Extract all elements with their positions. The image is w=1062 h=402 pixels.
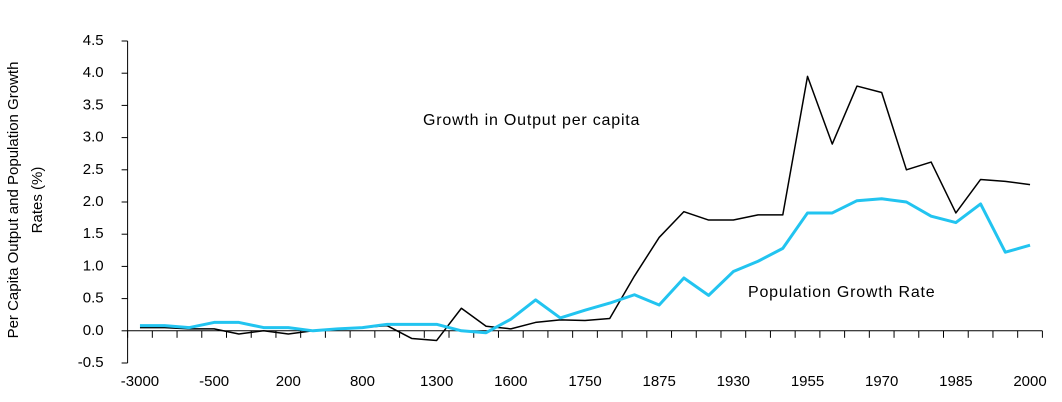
x-tick-label: -500 [199, 373, 229, 390]
y-tick-label: 2.5 [83, 161, 104, 178]
x-tick-label: 1970 [865, 373, 898, 390]
line-series [139, 197, 1031, 335]
y-tick-label: 3.5 [83, 96, 104, 113]
x-tick-label: 800 [350, 373, 375, 390]
y-tick-label: 3.0 [83, 129, 104, 146]
x-tick-label: 1985 [939, 373, 972, 390]
x-tick-label: 1930 [717, 373, 750, 390]
x-tick-label: 1750 [568, 373, 601, 390]
y-axis-label: Rates (%) [29, 167, 46, 234]
annotation: Population Growth Rate [748, 284, 935, 301]
x-tick-label: 1875 [642, 373, 675, 390]
y-tick-label: 4.5 [83, 32, 104, 49]
y-tick-label: -0.5 [78, 354, 104, 371]
line-series [139, 75, 1031, 342]
y-tick-label: 0.0 [83, 322, 104, 339]
y-tick-label: 4.0 [83, 64, 104, 81]
y-tick-label: 0.5 [83, 290, 104, 307]
annotation: Growth in Output per capita [423, 112, 640, 129]
x-tick-label: 2000 [1013, 373, 1046, 390]
x-tick-label: -3000 [121, 373, 159, 390]
y-tick-label: 1.5 [83, 225, 104, 242]
y-axis-label: Per Capita Output and Population Growth [5, 62, 22, 339]
x-tick-label: 1300 [420, 373, 453, 390]
y-tick-label: 2.0 [83, 193, 104, 210]
y-tick-label: 1.0 [83, 257, 104, 274]
x-tick-label: 200 [276, 373, 301, 390]
x-tick-label: 1600 [494, 373, 527, 390]
x-tick-label: 1955 [791, 373, 824, 390]
